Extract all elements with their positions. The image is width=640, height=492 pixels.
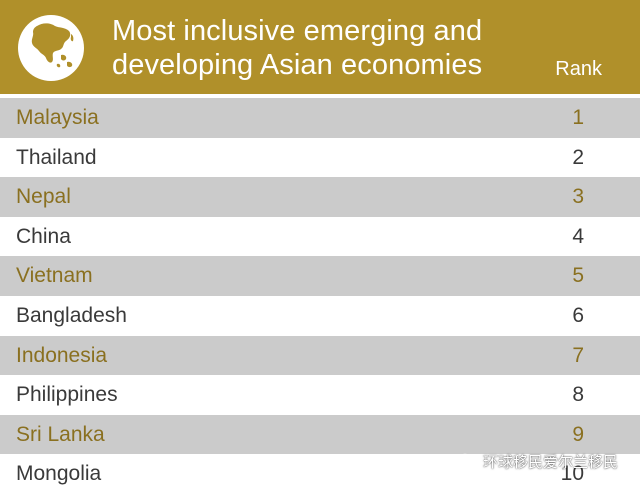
table-row: China 4: [0, 216, 640, 257]
country-name: Indonesia: [16, 343, 108, 367]
title-line-1: Most inclusive emerging and: [112, 15, 483, 47]
table-row: Vietnam 5: [0, 256, 640, 296]
globe-asia-icon: [18, 15, 84, 81]
table-row: Sri Lanka 9: [0, 414, 640, 455]
rank-value: 1: [572, 106, 584, 129]
chart-title: Most inclusive emerging and developing A…: [112, 14, 482, 82]
table-row: Indonesia 7: [0, 335, 640, 376]
table-row: Philippines 8: [0, 375, 640, 415]
title-line-2: developing Asian economies: [112, 49, 483, 81]
rank-value: 8: [572, 383, 584, 407]
rank-column-header: Rank: [555, 58, 602, 80]
header-banner: Most inclusive emerging and developing A…: [0, 0, 640, 94]
rank-value: 7: [572, 343, 584, 367]
country-name: Philippines: [16, 383, 118, 407]
rank-value: 6: [572, 303, 584, 327]
country-name: Sri Lanka: [16, 422, 105, 446]
rank-value: 5: [572, 264, 584, 288]
country-name: Bangladesh: [16, 303, 127, 327]
table-row: Mongolia 10: [0, 454, 640, 492]
ranking-table: Malaysia 1 Thailand 2 Nepal 3 China 4 Vi…: [0, 98, 640, 492]
wechat-icon: [457, 453, 477, 470]
rank-value: 2: [572, 145, 584, 169]
country-name: Thailand: [16, 145, 97, 169]
country-name: Nepal: [16, 185, 71, 209]
rank-value: 10: [560, 462, 584, 486]
table-row: Thailand 2: [0, 137, 640, 178]
watermark: 环球移民爱尔兰移民: [457, 451, 618, 472]
table-row: Bangladesh 6: [0, 295, 640, 336]
country-name: Malaysia: [16, 106, 99, 129]
table-row: Nepal 3: [0, 177, 640, 217]
table-row: Malaysia 1: [0, 98, 640, 138]
country-name: China: [16, 224, 71, 248]
rank-value: 9: [572, 422, 584, 446]
rank-value: 3: [572, 185, 584, 209]
rank-value: 4: [572, 224, 584, 248]
watermark-text: 环球移民爱尔兰移民: [482, 454, 618, 471]
country-name: Vietnam: [16, 264, 93, 288]
country-name: Mongolia: [16, 462, 102, 486]
